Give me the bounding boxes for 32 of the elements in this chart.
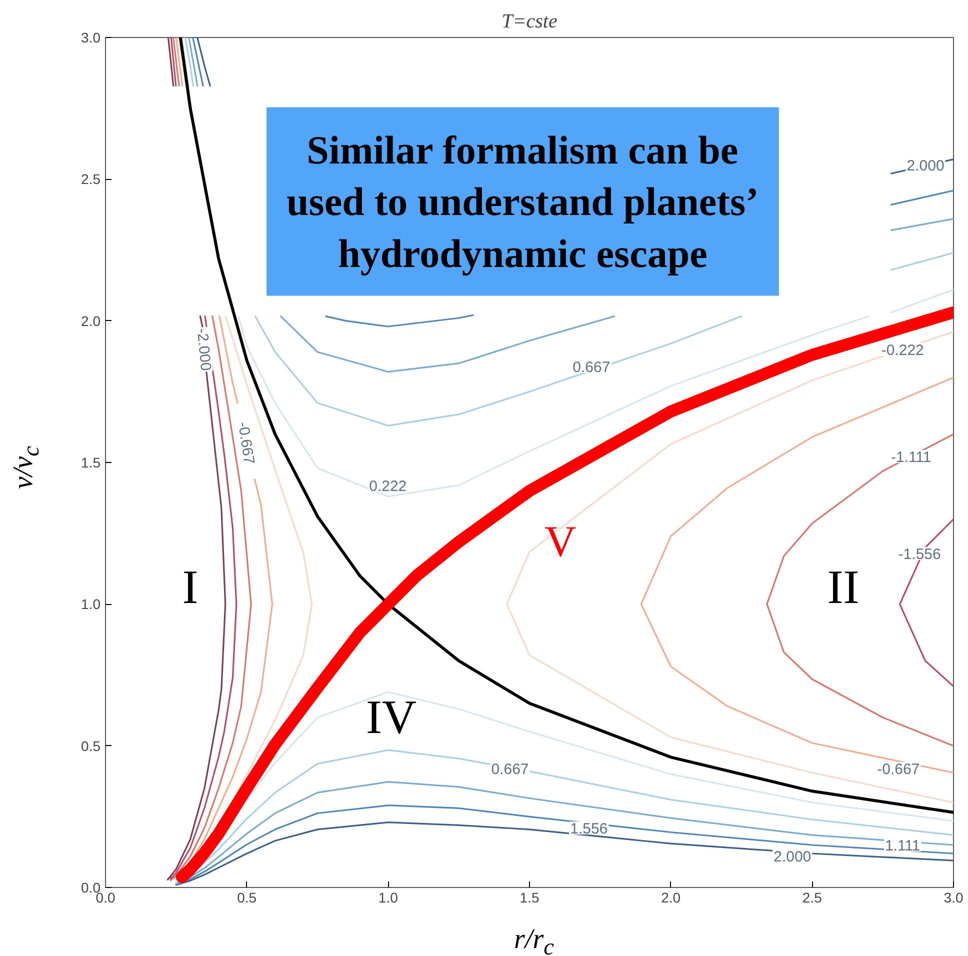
annotation: -0.667 — [877, 761, 920, 778]
y-tick-label: 3.0 — [81, 30, 101, 46]
series-label: V — [544, 516, 576, 566]
x-tick-label: 1.5 — [520, 890, 540, 906]
x-tick-label: 3.0 — [944, 890, 964, 906]
chart-title: T=cste — [502, 10, 558, 32]
annotation: -1.111 — [890, 449, 932, 466]
annotation: -0.667 — [234, 420, 258, 466]
annotation: 2.000 — [906, 158, 944, 174]
x-axis-title: r/r$_{c}$ — [513, 923, 555, 956]
annotation: 0.667 — [572, 358, 610, 376]
annotation: -2.000 — [193, 328, 214, 372]
annotation: 0.222 — [369, 478, 407, 495]
annotation: IV — [366, 691, 417, 744]
annotation: 0.667 — [491, 761, 529, 778]
y-tick-label: 1.5 — [81, 454, 101, 470]
annotation: -1.556 — [898, 546, 941, 563]
x-tick-label: 0.5 — [237, 890, 257, 906]
x-tick-label: 2.5 — [802, 890, 822, 906]
x-tick-label: 1.0 — [378, 890, 398, 906]
y-tick-label: 1.0 — [81, 596, 101, 612]
annotation: Similar formalism can be used to understand planets’ hydrodynamic escape — [286, 127, 759, 276]
annotation: 2.000 — [774, 848, 812, 866]
annotation: II — [827, 560, 860, 614]
x-tick-label: 2.0 — [661, 890, 681, 906]
annotation: -0.222 — [881, 342, 924, 359]
annotation: 1.111 — [884, 838, 920, 854]
annotation: 1.556 — [570, 820, 608, 838]
y-tick-label: 0.5 — [81, 738, 101, 754]
y-tick-label: 2.0 — [81, 312, 101, 329]
y-tick-label: 2.5 — [81, 171, 101, 188]
annotation: I — [182, 560, 198, 614]
